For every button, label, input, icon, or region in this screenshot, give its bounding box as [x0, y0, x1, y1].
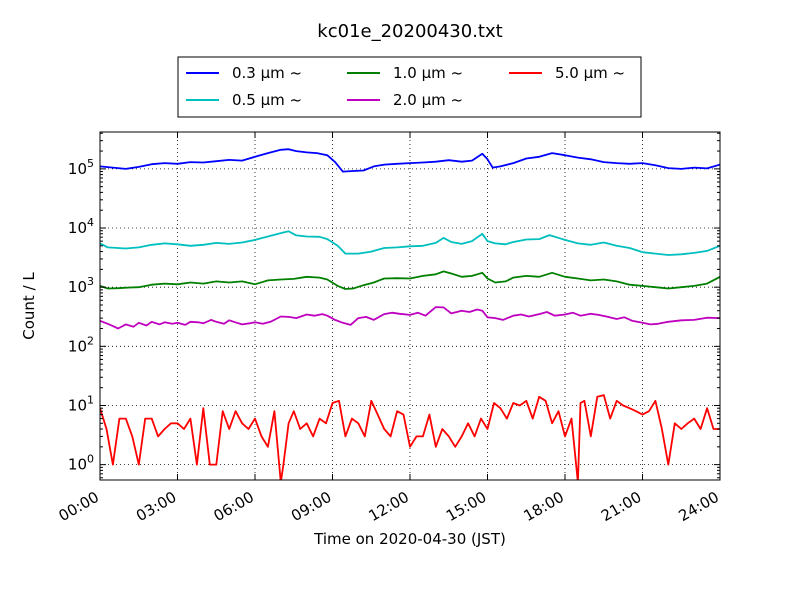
series-line-2 [100, 270, 720, 290]
legend-label-3: 2.0 μm ~ [393, 91, 463, 109]
x-axis-label: Time on 2020-04-30 (JST) [313, 530, 506, 548]
legend-label-2: 1.0 μm ~ [393, 64, 463, 82]
legend: 0.3 μm ~ 0.5 μm ~ 1.0 μm ~ 2.0 μm ~ 5.0 μm ~ [177, 56, 642, 118]
series-layer [100, 148, 720, 480]
series-line-3 [100, 306, 720, 330]
y-tick-label: 103 [68, 275, 94, 296]
y-tick-label: 101 [68, 393, 94, 414]
y-tick-label: 102 [68, 334, 94, 355]
series-line-0 [100, 148, 720, 173]
gridlines [100, 132, 720, 480]
series-line-1 [100, 230, 720, 256]
chart-title: kc01e_20200430.txt [317, 21, 502, 42]
legend-label-1: 0.5 μm ~ [232, 91, 302, 109]
legend-frame [177, 56, 642, 118]
y-tick-label: 104 [68, 216, 94, 237]
legend-label-4: 5.0 μm ~ [555, 64, 625, 82]
y-axis-ticks: 100 101 102 103 104 105 [68, 132, 720, 479]
y-axis-label: Count / L [20, 272, 38, 340]
legend-label-0: 0.3 μm ~ [232, 64, 302, 82]
series-line-4 [100, 394, 720, 480]
y-tick-label: 105 [68, 157, 94, 178]
y-tick-label: 100 [68, 453, 94, 474]
